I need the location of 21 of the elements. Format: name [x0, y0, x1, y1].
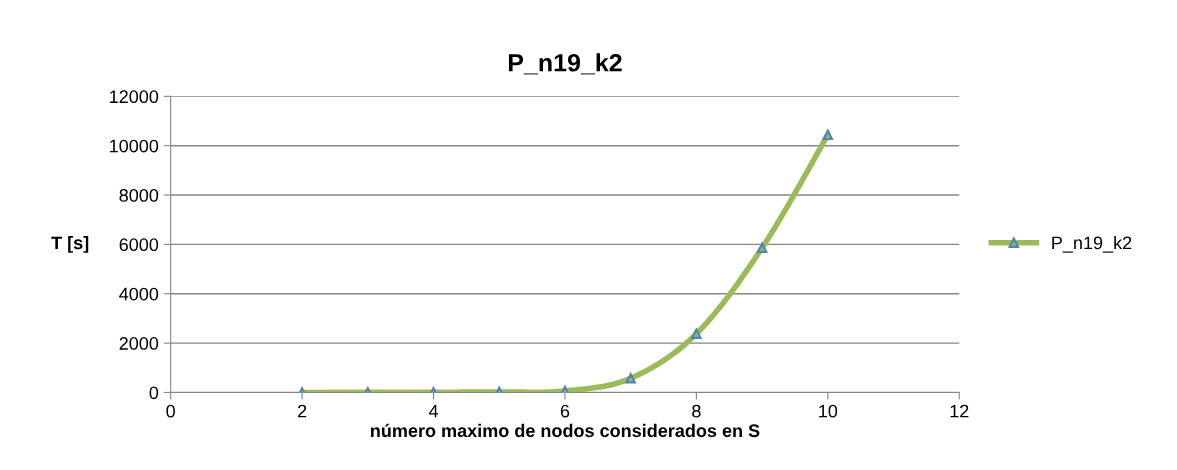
y-tick-label: 10000: [110, 139, 159, 153]
x-tick-label: 8: [692, 404, 701, 418]
x-axis-title: número maximo de nodos considerados en S: [371, 423, 760, 438]
x-tick-label: 12: [950, 404, 969, 418]
x-tick-label: 0: [166, 404, 175, 418]
y-tick-label: 4000: [119, 287, 159, 301]
x-tick-label: 4: [428, 404, 439, 418]
y-tick-label: 2000: [119, 337, 159, 350]
x-tick-label: 6: [560, 404, 570, 418]
point: [822, 129, 834, 141]
y-tick-label: 8000: [119, 188, 159, 202]
legend-label: P_n19_k2: [1052, 235, 1132, 253]
point: [756, 242, 768, 254]
x-tick-label: 2: [297, 404, 307, 418]
chart-title: P_n19_k2: [508, 53, 622, 75]
y-tick-label: 6000: [119, 238, 159, 252]
x-tick-label: 10: [819, 404, 838, 418]
y-axis-title: T [s]: [51, 235, 89, 253]
point: [691, 328, 702, 339]
y-tick-label: 0: [149, 386, 159, 400]
y-tick-label: 12000: [110, 90, 159, 104]
